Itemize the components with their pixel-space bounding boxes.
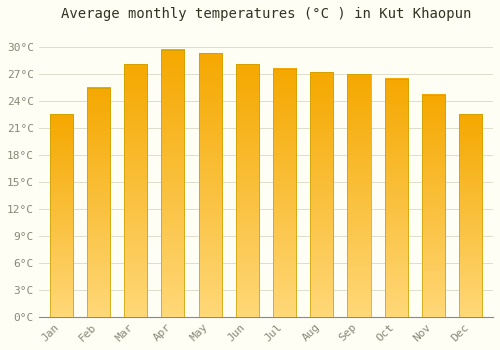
Bar xyxy=(198,53,222,317)
Bar xyxy=(162,50,184,317)
Bar xyxy=(310,72,334,317)
Title: Average monthly temperatures (°C ) in Kut Khaopun: Average monthly temperatures (°C ) in Ku… xyxy=(60,7,471,21)
Bar xyxy=(236,64,259,317)
Bar xyxy=(50,114,72,317)
Bar xyxy=(273,69,296,317)
Bar xyxy=(384,78,408,317)
Bar xyxy=(87,88,110,317)
Bar xyxy=(459,114,482,317)
Bar xyxy=(422,95,445,317)
Bar xyxy=(348,74,370,317)
Bar xyxy=(124,64,147,317)
